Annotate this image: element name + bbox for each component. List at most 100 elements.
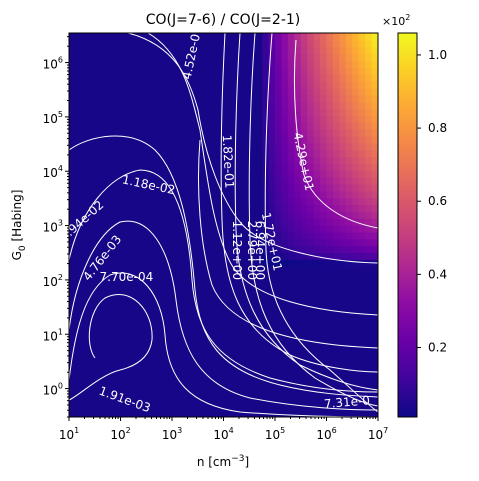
heatmap-cell (313, 87, 321, 96)
heatmap-cell (300, 101, 308, 110)
heatmap-cell (371, 33, 378, 41)
heatmap-cell (294, 122, 302, 130)
heatmap-cell (313, 259, 321, 267)
heatmap-cell (332, 101, 340, 110)
heatmap-cell (281, 129, 289, 137)
heatmap-cell (268, 46, 276, 55)
heatmap-cell (320, 122, 328, 130)
heatmap-cell (294, 177, 302, 185)
heatmap-cell (300, 129, 308, 137)
heatmap-cell (365, 231, 373, 240)
heatmap-cell (287, 190, 295, 199)
heatmap-cell (345, 129, 353, 137)
heatmap-cell (294, 101, 302, 110)
colorbar-tick-label: 0.4 (428, 267, 447, 281)
heatmap-cell (358, 177, 366, 185)
heatmap-cell (345, 135, 353, 144)
heatmap-cell (339, 225, 347, 233)
heatmap-cell (365, 129, 373, 137)
heatmap-cell (281, 177, 289, 185)
contour-line-1.91e-03 (69, 293, 153, 401)
heatmap-cell (287, 94, 295, 103)
heatmap-cell (326, 183, 334, 192)
x-tick-label: 105 (265, 426, 285, 442)
heatmap-cell (365, 204, 373, 212)
contour-label: 7.70e-04 (100, 270, 154, 284)
heatmap-cell (294, 94, 302, 103)
heatmap-cell (371, 238, 378, 247)
heatmap-cell (268, 218, 276, 226)
heatmap-cell (300, 259, 308, 267)
heatmap-cell (313, 67, 321, 75)
heatmap-cell (268, 53, 276, 62)
heatmap-cell (365, 149, 373, 158)
heatmap-cell (294, 231, 302, 240)
heatmap-cell (281, 211, 289, 219)
heatmap-cell (332, 204, 340, 212)
heatmap-cell (345, 231, 353, 240)
heatmap-cell (313, 74, 321, 82)
heatmap-cell (268, 204, 276, 212)
heatmap-cell (287, 245, 295, 254)
heatmap-cell (358, 190, 366, 199)
heatmap-cell (371, 211, 378, 219)
heatmap-cell (326, 122, 334, 130)
heatmap-cell (275, 197, 283, 206)
heatmap-cell (339, 231, 347, 240)
heatmap-cell (313, 108, 321, 116)
heatmap-cell (339, 163, 347, 171)
heatmap-cell (294, 39, 302, 48)
heatmap-cell (326, 259, 334, 267)
heatmap-cell (339, 81, 347, 89)
heatmap-cell (345, 156, 353, 164)
heatmap-cell (294, 183, 302, 192)
heatmap-cell (313, 197, 321, 206)
heatmap-cell (339, 238, 347, 247)
heatmap-cell (294, 170, 302, 178)
heatmap-cell (345, 87, 353, 96)
heatmap-cell (365, 183, 373, 192)
heatmap-cell (268, 87, 276, 96)
heatmap-cell (281, 190, 289, 199)
heatmap-cell (352, 67, 360, 75)
heatmap-cell (268, 74, 276, 82)
heatmap-cell (365, 33, 373, 41)
heatmap-cell (339, 211, 347, 219)
heatmap-cell (281, 101, 289, 110)
contour-line-1.18e-02 (69, 135, 378, 398)
heatmap-cell (345, 225, 353, 233)
heatmap-cell (300, 53, 308, 62)
heatmap-cell (326, 218, 334, 226)
heatmap-cell (294, 60, 302, 68)
heatmap-cell (339, 197, 347, 206)
heatmap-cell (320, 142, 328, 151)
contour-line-4.29e+01 (293, 39, 378, 229)
heatmap-cell (275, 156, 283, 164)
y-axis-label: G0 [Habing] (10, 190, 28, 261)
heatmap-cell (371, 60, 378, 68)
heatmap-cell (326, 94, 334, 103)
heatmap-cell (313, 218, 321, 226)
heatmap-cell (287, 218, 295, 226)
y-tick-label: 103 (43, 219, 63, 235)
heatmap-cell (371, 46, 378, 55)
heatmap-cell (320, 204, 328, 212)
heatmap-cell (371, 218, 378, 226)
heatmap-cell (313, 46, 321, 55)
heatmap-cell (339, 218, 347, 226)
heatmap-cell (294, 252, 302, 260)
heatmap-cell (262, 101, 270, 110)
heatmap-cell (281, 94, 289, 103)
heatmap-cell (332, 129, 340, 137)
heatmap-cell (365, 156, 373, 164)
heatmap-cell (365, 46, 373, 55)
heatmap-cell (262, 81, 270, 89)
heatmap-cell (339, 135, 347, 144)
heatmap-cell (320, 108, 328, 116)
heatmap-cell (262, 60, 270, 68)
heatmap-cell (313, 231, 321, 240)
heatmap-cell (345, 252, 353, 260)
heatmap-cell (352, 245, 360, 254)
x-tick-label: 102 (110, 426, 130, 442)
heatmap-cell (294, 259, 302, 267)
